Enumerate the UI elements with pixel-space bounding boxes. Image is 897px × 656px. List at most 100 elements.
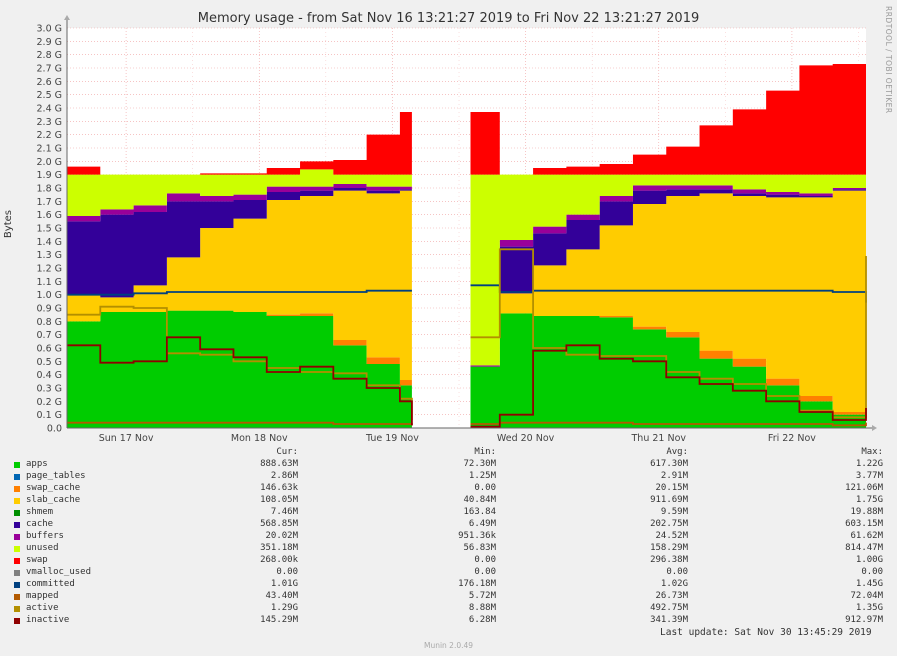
legend-max-value: 72.04M: [850, 591, 883, 601]
legend-series-name: swap_cache: [26, 483, 81, 493]
y-tick-label: 2.6 G: [37, 77, 63, 88]
legend-min-value: 951.36k: [458, 531, 496, 541]
legend-cur-value: 1.01G: [270, 579, 298, 589]
legend-series-name: unused: [26, 543, 59, 553]
legend-cur-value: 20.02M: [265, 531, 298, 541]
y-tick-label: 3.0 G: [37, 24, 63, 35]
legend-max-value: 1.22G: [855, 459, 883, 469]
legend-row: shmem 7.46M 163.84 9.59M 19.88M: [0, 507, 897, 519]
legend-max-value: 1.35G: [855, 603, 883, 613]
x-tick-label: Fri 22 Nov: [768, 433, 816, 444]
last-update: Last update: Sat Nov 30 13:45:29 2019: [660, 627, 872, 638]
legend-header-cur: Cur:: [276, 447, 298, 457]
legend-row: apps 888.63M 72.30M 617.30M 1.22G: [0, 459, 897, 471]
y-tick-label: 2.4 G: [37, 104, 63, 115]
legend-swatch: [14, 606, 20, 612]
legend-cur-value: 145.29M: [260, 615, 298, 625]
legend-avg-value: 9.59M: [660, 507, 688, 517]
y-tick-label: 2.9 G: [37, 37, 63, 48]
legend-min-value: 0.00: [474, 483, 496, 493]
area-apps: [470, 313, 866, 428]
y-tick-label: 2.1 G: [37, 144, 63, 155]
legend-min-value: 8.88M: [468, 603, 496, 613]
legend-row: vmalloc_used 0.00 0.00 0.00 0.00: [0, 567, 897, 579]
x-tick-label: Sun 17 Nov: [99, 433, 154, 444]
area-swap: [470, 64, 866, 220]
area-cache: [67, 184, 412, 298]
y-tick-label: 0.8 G: [37, 317, 63, 328]
legend-avg-value: 0.00: [666, 567, 688, 577]
legend-avg-value: 296.38M: [650, 555, 688, 565]
legend-swatch: [14, 474, 20, 480]
line-inactive: [470, 344, 867, 428]
y-tick-label: 0.1 G: [37, 410, 63, 421]
legend-series-name: mapped: [26, 591, 59, 601]
legend-cur-value: 888.63M: [260, 459, 298, 469]
legend-row: cache 568.85M 6.49M 202.75M 603.15M: [0, 519, 897, 531]
y-tick-label: 1.4 G: [37, 237, 63, 248]
legend-cur-value: 351.18M: [260, 543, 298, 553]
legend-cur-value: 43.40M: [265, 591, 298, 601]
chart-title: Memory usage - from Sat Nov 16 13:21:27 …: [197, 11, 700, 26]
legend-min-value: 0.00: [474, 555, 496, 565]
area-apps: [67, 310, 412, 428]
line-inactive: [67, 336, 413, 426]
legend-swatch: [14, 462, 20, 468]
y-tick-label: 1.6 G: [37, 210, 63, 221]
legend-cur-value: 268.00k: [260, 555, 298, 565]
memory-chart: 0.0 0.1 G 0.2 G 0.3 G 0.4 G 0.5 G 0.6 G 0.7 G 0.…: [37, 15, 877, 444]
y-tick-label: 2.5 G: [37, 90, 63, 101]
legend-max-value: 1.75G: [855, 495, 883, 505]
legend-min-value: 6.28M: [468, 615, 496, 625]
legend-series-name: apps: [26, 459, 48, 469]
legend-series-name: active: [26, 603, 59, 613]
y-tick-label: 1.2 G: [37, 264, 63, 275]
legend-cur-value: 108.05M: [260, 495, 298, 505]
y-tick-label: 0.4 G: [37, 370, 63, 381]
area-buffers: [67, 182, 412, 222]
legend-swatch: [14, 498, 20, 504]
y-tick-label: 1.9 G: [37, 170, 63, 181]
legend-max-value: 3.77M: [855, 471, 883, 481]
legend-avg-value: 617.30M: [650, 459, 688, 469]
legend-avg-value: 20.15M: [655, 483, 688, 493]
legend-avg-value: 24.52M: [655, 531, 688, 541]
legend-avg-value: 2.91M: [660, 471, 688, 481]
y-axis-arrow: [64, 15, 70, 20]
legend-min-value: 56.83M: [463, 543, 496, 553]
x-axis-arrow: [872, 425, 877, 431]
legend-max-value: 19.88M: [850, 507, 883, 517]
legend-series-name: swap: [26, 555, 48, 565]
legend-avg-value: 202.75M: [650, 519, 688, 529]
legend-cur-value: 0.00: [276, 567, 298, 577]
legend-series-name: inactive: [26, 615, 70, 625]
legend-swatch: [14, 534, 20, 540]
legend-row: page_tables 2.86M 1.25M 2.91M 3.77M: [0, 471, 897, 483]
y-tick-label: 0.9 G: [37, 304, 63, 315]
line-active: [470, 248, 867, 419]
y-tick-label: 1.8 G: [37, 184, 63, 195]
y-tick-label: 0.2 G: [37, 397, 63, 408]
area-unused: [67, 169, 412, 216]
legend-series-name: shmem: [26, 507, 54, 517]
y-tick-label: 2.0 G: [37, 157, 63, 168]
y-tick-label: 0.3 G: [37, 384, 63, 395]
legend-min-value: 5.72M: [468, 591, 496, 601]
legend-avg-value: 26.73M: [655, 591, 688, 601]
legend-row: Cur: Min: Avg: Max:: [0, 447, 897, 459]
legend-avg-value: 341.39M: [650, 615, 688, 625]
area-swap: [67, 61, 412, 175]
line-mapped: [470, 421, 867, 427]
legend-row: buffers 20.02M 951.36k 24.52M 61.62M: [0, 531, 897, 543]
x-tick-label: Tue 19 Nov: [365, 433, 419, 444]
legend-swatch: [14, 522, 20, 528]
legend-row: mapped 43.40M 5.72M 26.73M 72.04M: [0, 591, 897, 603]
legend-swatch: [14, 582, 20, 588]
legend-min-value: 176.18M: [458, 579, 496, 589]
munin-version: Munin 2.0.49: [423, 641, 474, 650]
legend-header-max: Max:: [861, 447, 883, 457]
y-tick-label: 2.2 G: [37, 130, 63, 141]
legend-swatch: [14, 486, 20, 492]
legend-row: unused 351.18M 56.83M 158.29M 814.47M: [0, 543, 897, 555]
legend-min-value: 163.84: [463, 507, 496, 517]
